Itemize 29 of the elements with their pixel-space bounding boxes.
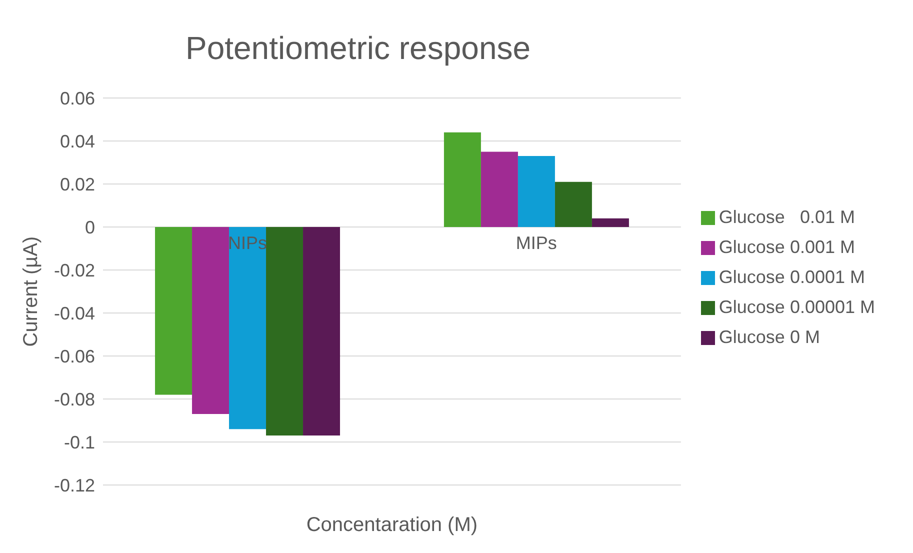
legend-label: Glucose 0 M [718,326,820,346]
x-tick-label: MIPs [516,233,557,253]
bar [444,132,481,227]
legend-label: Glucose 0.0001 M [718,266,865,286]
chart-title: Potentiometric response [184,30,532,67]
bar [554,182,592,227]
y-tick-label: 0.02 [60,174,95,194]
bar [155,227,192,395]
bar [266,227,304,436]
bar [192,227,230,414]
x-axis-title: Concentaration (M) [306,514,478,536]
y-tick-label: -0.04 [54,303,95,324]
bar [592,218,629,227]
legend-label: Glucose 0.01 M [718,206,855,226]
legend-label: Glucose 0.001 M [718,236,855,256]
y-tick-label: -0.02 [54,260,95,280]
y-tick-label: 0 [84,217,95,238]
y-tick-label: 0.04 [60,131,95,152]
y-tick-label: -0.08 [54,389,95,410]
bar [303,227,340,436]
y-tick-label: -0.1 [64,432,95,452]
y-tick-label: -0.06 [54,346,95,366]
y-tick-label: 0.06 [60,88,95,108]
bar [480,152,518,227]
bar [229,227,266,430]
legend-label: Glucose 0.00001 M [718,296,875,316]
y-tick-label: -0.12 [54,475,95,496]
y-axis-title: Current (µA) [20,236,42,347]
bar [518,156,555,227]
